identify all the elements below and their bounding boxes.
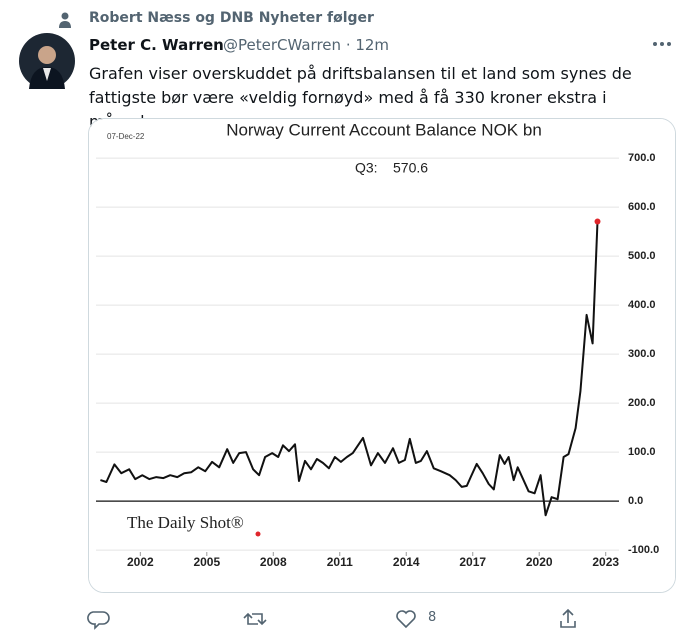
author-name[interactable]: Peter C. Warren xyxy=(89,36,224,54)
y-tick-label: -100.0 xyxy=(628,544,659,556)
y-tick-label: 400.0 xyxy=(628,299,656,311)
date-label: 07-Dec-22 xyxy=(107,132,145,141)
x-tick-label: 2011 xyxy=(327,555,353,569)
y-tick-label: 600.0 xyxy=(628,201,656,213)
x-tick-label: 2014 xyxy=(393,555,420,569)
y-tick-label: 100.0 xyxy=(628,446,656,458)
chart-title: Norway Current Account Balance NOK bn xyxy=(226,120,542,139)
last-label: Q3: xyxy=(355,160,378,176)
x-tick-label: 2017 xyxy=(459,555,486,569)
last-point xyxy=(594,218,601,225)
author-meta: @PeterCWarren · 12m xyxy=(223,36,389,54)
y-tick-label: 300.0 xyxy=(628,348,656,360)
social-context[interactable]: Robert Næss og DNB Nyheter følger xyxy=(89,10,374,26)
y-tick-label: 0.0 xyxy=(628,495,643,507)
action-bar xyxy=(87,608,576,630)
y-tick-label: 500.0 xyxy=(628,250,656,262)
last-value-label: 570.6 xyxy=(393,160,428,176)
retweet-button[interactable] xyxy=(243,612,267,626)
handle[interactable]: @PeterCWarren xyxy=(223,36,342,54)
more-button[interactable] xyxy=(652,40,672,48)
x-tick-label: 2020 xyxy=(526,555,553,569)
chart: 07-Dec-22 Norway Current Account Balance… xyxy=(89,119,675,592)
y-tick-label: 200.0 xyxy=(628,397,656,409)
x-tick-label: 2002 xyxy=(127,555,154,569)
y-tick-label: 700.0 xyxy=(628,152,656,164)
share-button[interactable] xyxy=(560,608,576,628)
timestamp[interactable]: · 12m xyxy=(345,36,390,54)
data-line xyxy=(100,221,599,517)
x-tick-label: 2008 xyxy=(260,555,287,569)
follow-icon xyxy=(59,12,71,28)
avatar[interactable] xyxy=(19,33,75,89)
source-logo: The Daily Shot® xyxy=(127,513,244,532)
x-tick-label: 2005 xyxy=(193,555,220,569)
like-count: 8 xyxy=(428,610,437,625)
chart-image[interactable]: 07-Dec-22 Norway Current Account Balance… xyxy=(88,118,676,593)
like-button[interactable] xyxy=(396,610,416,629)
reply-button[interactable] xyxy=(87,611,110,630)
chart-bg xyxy=(89,119,675,592)
x-tick-label: 2023 xyxy=(592,555,619,569)
logo-dot xyxy=(255,531,261,537)
